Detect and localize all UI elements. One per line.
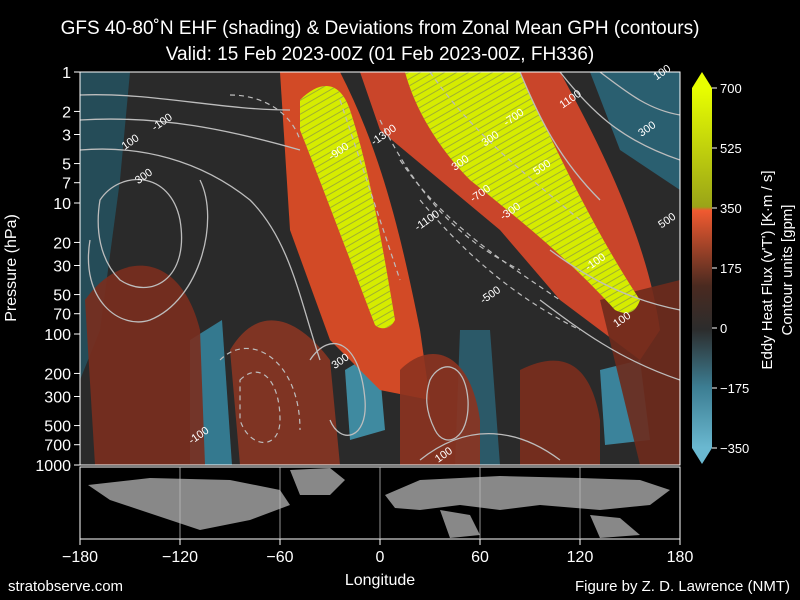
y-tick-label: 5 — [62, 157, 71, 174]
x-tick-label: −60 — [266, 549, 293, 566]
y-tick-label: 1000 — [35, 458, 71, 475]
continent-shapes — [88, 468, 670, 538]
x-tick-label: −180 — [62, 549, 98, 566]
y-tick-label: 500 — [44, 419, 71, 436]
x-tick-label: 180 — [667, 549, 694, 566]
y-tick-label: 20 — [53, 235, 71, 252]
x-axis: −180 −120 −60 0 60 120 180 — [62, 539, 693, 566]
y-tick-label: 50 — [53, 288, 71, 305]
colorbar-tick-label: −350 — [720, 441, 749, 456]
colorbar-tick-label: −175 — [720, 381, 749, 396]
x-tick-label: 120 — [567, 549, 594, 566]
colorbar-tick-label: 350 — [720, 201, 742, 216]
x-tick-label: 0 — [376, 549, 385, 566]
colorbar-tick-label: 175 — [720, 261, 742, 276]
footer-source: stratobserve.com — [8, 578, 124, 595]
y-axis-label: Pressure (hPa) — [3, 214, 20, 322]
y-tick-label: 30 — [53, 259, 71, 276]
colorbar-bottom-arrow — [692, 448, 712, 464]
chart-subtitle: Valid: 15 Feb 2023-00Z (01 Feb 2023-00Z,… — [165, 44, 595, 65]
colorbar-tick-label: 0 — [720, 321, 727, 336]
y-tick-label: 700 — [44, 438, 71, 455]
colorbar: 700 525 350 175 0 −175 −350 — [692, 72, 749, 464]
y-tick-label: 200 — [44, 366, 71, 383]
colorbar-body — [692, 88, 712, 448]
y-tick-label: 7 — [62, 176, 71, 193]
colorbar-tick-label: 525 — [720, 141, 742, 156]
footer-credit: Figure by Z. D. Lawrence (NMT) — [574, 578, 790, 595]
y-tick-label: 1 — [62, 65, 71, 82]
colorbar-label: Eddy Heat Flux (v'T') [K·m / s] — [759, 170, 776, 369]
colorbar-label-units: Contour units [gpm] — [779, 205, 796, 336]
colorbar-tick-label: 700 — [720, 81, 742, 96]
chart-title: GFS 40-80˚N EHF (shading) & Deviations f… — [60, 18, 700, 39]
y-axis: 1 2 3 5 7 10 20 30 50 70 100 200 300 500 700 1000 — [35, 65, 80, 475]
y-tick-label: 3 — [62, 128, 71, 145]
ehf-shading — [80, 72, 680, 465]
y-tick-label: 2 — [62, 104, 71, 121]
gph-contours — [80, 72, 680, 461]
plot-frame — [79, 71, 681, 466]
y-tick-label: 10 — [53, 196, 71, 213]
y-tick-label: 100 — [44, 327, 71, 344]
gph-contours-negative — [219, 72, 581, 444]
y-tick-label: 300 — [44, 390, 71, 407]
y-tick-label: 70 — [53, 307, 71, 324]
x-tick-label: 60 — [471, 549, 489, 566]
map-gridlines — [179, 467, 581, 539]
x-tick-label: −120 — [162, 549, 198, 566]
colorbar-top-arrow — [692, 72, 712, 88]
x-axis-label: Longitude — [345, 572, 415, 589]
